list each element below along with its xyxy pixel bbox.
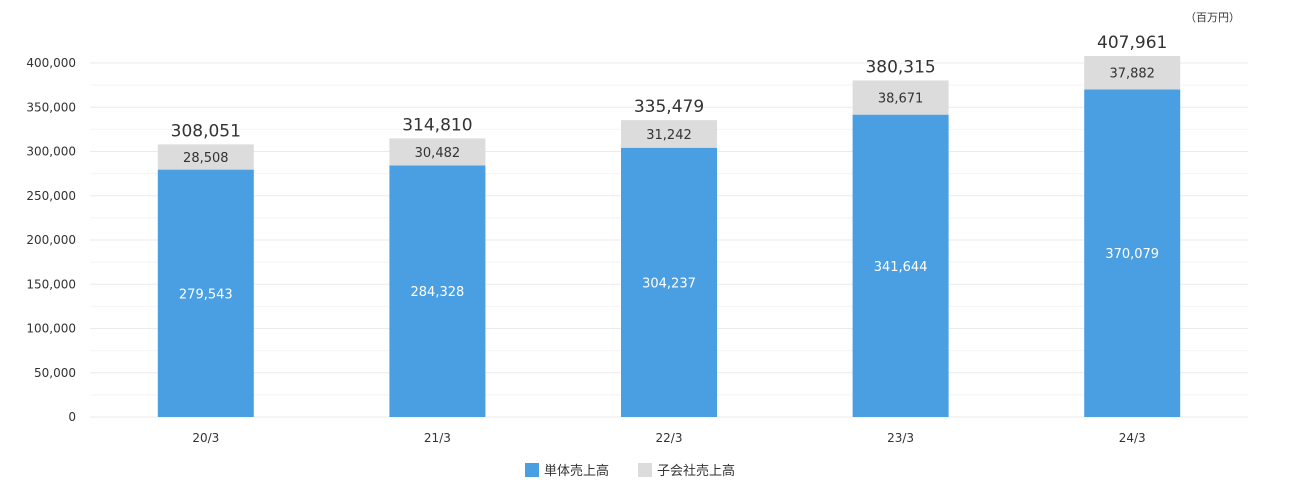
- x-tick-label: 21/3: [424, 431, 451, 445]
- bar-base: [1084, 89, 1181, 417]
- legend-label: 子会社売上高: [657, 463, 735, 479]
- x-tick-label: 23/3: [887, 431, 914, 445]
- bar-subsidiary: [157, 144, 254, 170]
- x-tick-label: 24/3: [1119, 431, 1146, 445]
- total-value-label: 314,810: [402, 115, 472, 135]
- y-tick-label: 350,000: [26, 100, 76, 114]
- y-tick-label: 250,000: [26, 189, 76, 203]
- y-tick-label: 0: [68, 410, 76, 424]
- bar-base: [389, 165, 486, 417]
- legend-label: 単体売上高: [544, 463, 609, 479]
- bars: 279,543 28,508 308,051 284,328 30,482 314,810…: [157, 33, 1181, 418]
- x-tick-label: 22/3: [656, 431, 683, 445]
- legend-swatch: [638, 463, 652, 477]
- base-value-label: 279,543: [179, 287, 233, 302]
- x-tick-label: 20/3: [192, 431, 219, 445]
- base-value-label: 341,644: [874, 260, 928, 275]
- y-tick-label: 200,000: [26, 233, 76, 247]
- y-tick-label: 400,000: [26, 56, 76, 70]
- total-value-label: 380,315: [865, 57, 935, 77]
- base-value-label: 370,079: [1105, 247, 1159, 262]
- bar-base: [852, 114, 949, 418]
- subsidiary-value-label: 28,508: [183, 151, 229, 166]
- x-axis: 20/3 21/3 22/3 23/3 24/3: [192, 431, 1145, 445]
- bar-subsidiary: [389, 138, 486, 166]
- subsidiary-value-label: 30,482: [415, 146, 461, 161]
- y-tick-label: 50,000: [34, 366, 76, 380]
- legend-swatch: [525, 463, 539, 477]
- y-tick-label: 100,000: [26, 322, 76, 336]
- subsidiary-value-label: 37,882: [1109, 67, 1155, 82]
- bar-base: [157, 169, 254, 417]
- unit-label: （百万円）: [1185, 11, 1240, 24]
- legend: 単体売上高 子会社売上高: [525, 463, 735, 479]
- bar-subsidiary: [852, 80, 949, 115]
- y-tick-label: 150,000: [26, 277, 76, 291]
- subsidiary-value-label: 38,671: [878, 92, 924, 107]
- bar-subsidiary: [1084, 55, 1181, 90]
- total-value-label: 407,961: [1097, 33, 1167, 53]
- total-value-label: 308,051: [171, 121, 241, 141]
- total-value-label: 335,479: [634, 97, 704, 117]
- bar-base: [621, 147, 717, 418]
- base-value-label: 284,328: [411, 285, 465, 300]
- bar-subsidiary: [621, 120, 717, 148]
- base-value-label: 304,237: [642, 276, 696, 291]
- y-axis: 0 50,000 100,000 150,000 200,000 250,000 300,0…: [26, 56, 76, 424]
- y-tick-label: 300,000: [26, 145, 76, 159]
- subsidiary-value-label: 31,242: [646, 128, 692, 143]
